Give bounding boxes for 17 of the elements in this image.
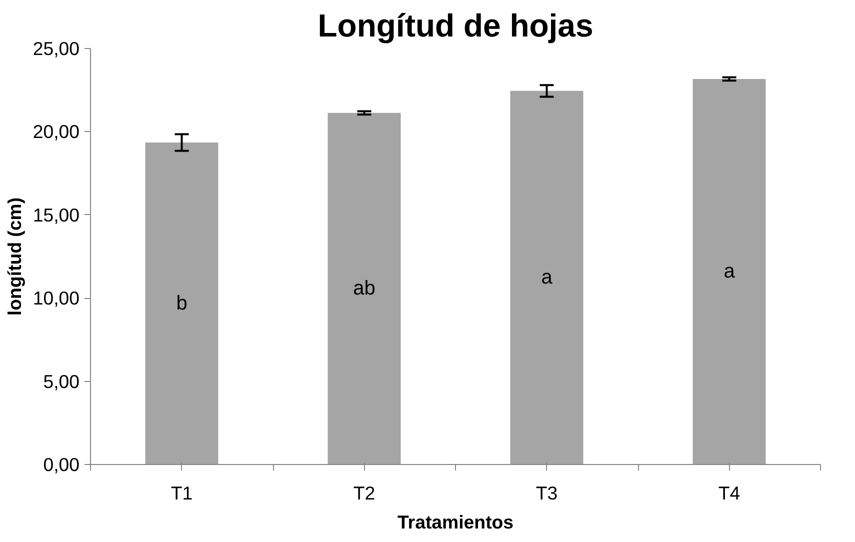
annotation: a [541,266,554,289]
y-tick-label: 15,00 [32,204,80,226]
y-tick-label: 5,00 [43,370,80,392]
annotation: ab [353,278,376,300]
y-tick-label: 10,00 [32,288,80,309]
x-tick-label: T1 [170,482,193,504]
annotation: b [176,292,188,315]
y-axis-title: longítud (cm) [4,197,25,316]
x-tick-label: T3 [536,482,558,504]
x-tick-label: T4 [718,482,740,504]
annotation: a [724,260,736,283]
x-axis-title: Tratamientos [397,512,514,532]
y-tick-label: 0,00 [43,454,80,475]
y-tick-label: 25,00 [32,38,80,59]
y-tick-label: 20,00 [32,121,80,142]
x-tick-label: T2 [353,482,376,504]
chart-title: Longítud de hojas [318,8,594,44]
